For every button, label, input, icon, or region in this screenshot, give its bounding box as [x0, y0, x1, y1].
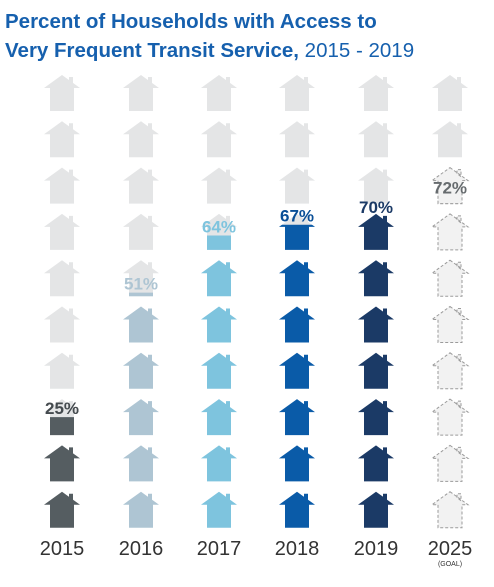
house-icon-2017-5: [201, 306, 237, 343]
goal-house-outline-4: [430, 352, 470, 390]
house-icon-2017-4: [201, 352, 237, 389]
house-icon-2017-3: [201, 399, 237, 436]
house-icon-2018-5: [279, 306, 315, 343]
house-icon-2015-3: [44, 399, 80, 436]
house-icon-2025-5: [430, 305, 470, 343]
goal-note: (GOAL): [438, 561, 462, 568]
house-icon-2018-7: [279, 213, 315, 250]
goal-house-outline-6: [430, 259, 470, 297]
house-icon-2025-3: [430, 398, 470, 436]
house-icon-2017-9: [201, 121, 237, 158]
partial-house-fill-2016: [129, 292, 153, 297]
house-icon-2015-8: [44, 167, 80, 204]
value-label-2025: 72%: [433, 178, 467, 197]
goal-house-outline-8: [430, 166, 470, 205]
house-icon-2019-8: [358, 167, 394, 204]
house-icon-2017-10: [201, 75, 237, 111]
house-icon-2015-4: [44, 352, 80, 389]
house-icon-2019-5: [358, 306, 394, 343]
house-icon-2019-2: [358, 445, 394, 482]
house-icon-2025-6: [430, 259, 470, 297]
house-icon-2019-6: [358, 260, 394, 297]
house-icon-2017-6: [201, 260, 237, 297]
house-icon-2016-8: [123, 167, 159, 204]
year-label-2016: 2016: [119, 538, 164, 560]
house-icon-2018-8: [279, 167, 315, 204]
year-label-2025: 2025: [428, 538, 473, 560]
house-icon-2016-2: [123, 445, 159, 482]
house-icon-2025-1: [430, 491, 470, 529]
value-label-2016: 51%: [124, 275, 158, 294]
house-icon-2019-3: [358, 399, 394, 436]
goal-house-outline-7: [430, 213, 470, 251]
house-icon-2018-1: [279, 491, 315, 528]
house-icon-2015-2: [44, 445, 80, 482]
house-icon-2016-5: [123, 306, 159, 343]
title-line-1: Percent of Households with Access to: [5, 10, 377, 33]
house-icon-2019-10: [358, 75, 394, 111]
house-icon-2018-10: [279, 75, 315, 111]
goal-house-outline-5: [430, 305, 470, 343]
house-icon-2015-10: [44, 75, 80, 111]
house-icon-2025-2: [430, 444, 470, 482]
year-label-2017: 2017: [197, 538, 242, 560]
house-icon-2018-2: [279, 445, 315, 482]
partial-house-fill-2017: [207, 235, 231, 250]
house-icon-2015-1: [44, 491, 80, 528]
house-icon-2015-7: [44, 213, 80, 250]
house-icon-2015-5: [44, 306, 80, 343]
house-icon-2017-7: [201, 213, 237, 250]
partial-house-fill-2018: [279, 224, 315, 250]
house-icon-2015-6: [44, 260, 80, 297]
value-label-2015: 25%: [45, 399, 79, 418]
house-icon-2016-6: [123, 260, 159, 297]
year-label-2015: 2015: [40, 538, 85, 560]
house-icon-2025-8: [430, 166, 470, 205]
house-icon-2016-10: [123, 75, 159, 111]
title-line-2-main: Very Frequent Transit Service,: [5, 39, 299, 62]
house-icon-2017-2: [201, 445, 237, 482]
house-icon-2017-1: [201, 491, 237, 528]
value-label-2017: 64%: [202, 218, 236, 237]
house-icon-2016-7: [123, 213, 159, 250]
house-icon-2016-3: [123, 399, 159, 436]
title-line-2: Very Frequent Transit Service, 2015 - 20…: [5, 36, 485, 65]
value-label-2019: 70%: [359, 198, 393, 217]
partial-house-fill-2015: [50, 417, 74, 436]
house-icon-2018-4: [279, 352, 315, 389]
house-icon-2017-8: [201, 167, 237, 204]
partial-house-fill-2025: [437, 196, 463, 205]
house-icon-2025-4: [430, 352, 470, 390]
house-icon-2019-7: [358, 213, 394, 250]
house-icon-2016-4: [123, 352, 159, 389]
year-label-2019: 2019: [354, 538, 399, 560]
goal-house-outline-2: [430, 444, 470, 482]
house-icon-2015-9: [44, 121, 80, 158]
value-label-2018: 67%: [280, 207, 314, 226]
goal-house-outline-3: [430, 398, 470, 436]
goal-house-outline-1: [430, 491, 470, 529]
house-icon-2025-9: [432, 121, 468, 158]
house-icon-2019-9: [358, 121, 394, 158]
year-label-2018: 2018: [275, 538, 320, 560]
house-icon-2025-7: [430, 213, 470, 251]
chart-title: Percent of Households with Access to Ver…: [5, 7, 485, 65]
house-icon-2016-1: [123, 491, 159, 528]
title-years: 2015 - 2019: [304, 39, 415, 62]
house-icon-2018-3: [279, 399, 315, 436]
house-icon-2018-6: [279, 260, 315, 297]
house-icon-2019-4: [358, 352, 394, 389]
house-icon-2016-9: [123, 121, 159, 158]
house-icon-2018-9: [279, 121, 315, 158]
house-icon-2019-1: [358, 491, 394, 528]
house-icon-2025-10: [432, 75, 468, 111]
